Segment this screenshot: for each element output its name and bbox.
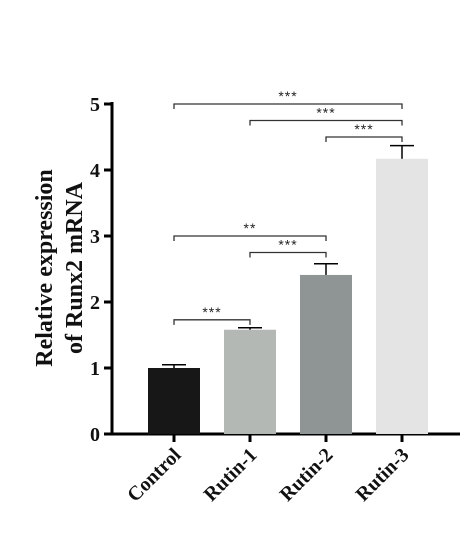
bars [148, 158, 428, 434]
significance-bracket [249, 119, 403, 126]
significance-bracket [173, 319, 251, 325]
y-axis-label-line-1: Relative expression [32, 169, 58, 367]
bar [224, 329, 276, 434]
y-tick-label: 2 [90, 292, 100, 314]
x-tick-label: Rutin-3 [352, 444, 414, 506]
significance-bracket [325, 136, 403, 142]
significance-label: *** [316, 105, 335, 121]
significance-label: *** [354, 121, 373, 137]
y-tick-label: 3 [90, 226, 100, 248]
x-axis-categories: Control Rutin-1 Rutin-2 Rutin-3 [123, 434, 414, 507]
x-tick-label: Rutin-1 [200, 444, 262, 506]
significance-label: ** [244, 220, 257, 236]
error-bars [162, 144, 414, 368]
significance-bracket [173, 235, 327, 241]
y-tick-label: 1 [90, 358, 100, 380]
significance-label: *** [278, 237, 297, 253]
significance-label: *** [278, 88, 297, 104]
bar [300, 274, 352, 434]
y-axis-label-line-2: of Runx2 mRNA [62, 181, 88, 354]
bar [376, 158, 428, 434]
significance-label: *** [202, 304, 221, 320]
x-tick-label: Control [123, 444, 186, 507]
y-tick-label: 5 [90, 94, 100, 116]
significance-bracket [173, 103, 403, 109]
y-axis-ticks: 0 1 2 3 4 5 [90, 94, 112, 446]
bar [148, 368, 200, 434]
y-tick-label: 0 [90, 424, 100, 446]
y-tick-label: 4 [90, 160, 100, 182]
significance-bracket [249, 251, 327, 258]
significance-brackets: ***************** [173, 88, 403, 325]
x-tick-label: Rutin-2 [276, 444, 338, 506]
y-axis-label: Relative expression of Runx2 mRNA [32, 169, 88, 367]
